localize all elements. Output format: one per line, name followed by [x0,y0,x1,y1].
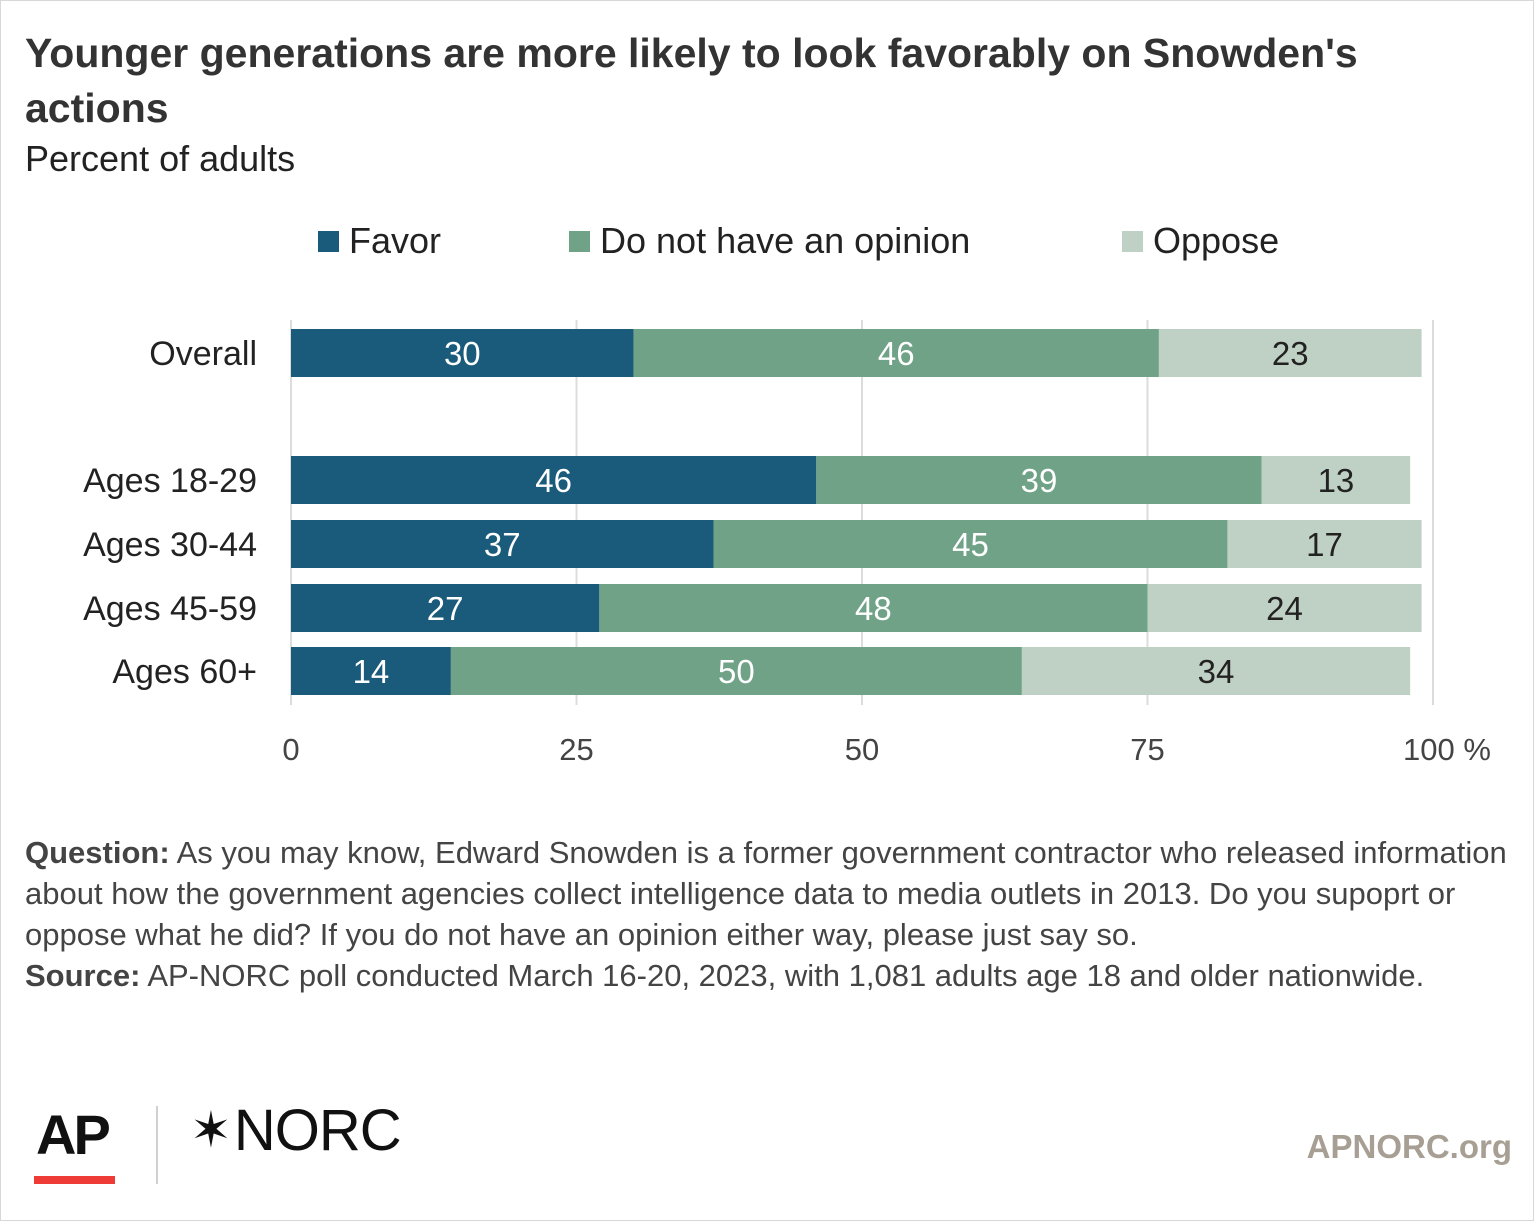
bar-do-not-have-an-opinion-ages-60 [450,647,1022,695]
legend-swatch-no-opinion [569,230,590,252]
chart-legend: Favor Do not have an opinion Oppose [0,218,1536,268]
x-tick-label-100: 100 % [1403,732,1491,767]
bar-oppose-ages-45-59 [1147,584,1422,632]
legend-item-no-opinion: Do not have an opinion [569,218,970,264]
source-text: AP-NORC poll conducted March 16-20, 2023… [140,958,1425,993]
data-label-do-not-have-an-opinion-ages-45-59: 48 [855,590,892,627]
bar-oppose-ages-18-29 [1261,456,1411,504]
x-tick-label-25: 25 [559,732,593,767]
bar-favor-ages-45-59 [291,584,600,632]
ap-logo-underline [34,1176,115,1184]
data-label-favor-overall: 30 [444,335,481,372]
ap-logo: AP [36,1103,111,1166]
bar-favor-ages-60 [291,647,451,695]
legend-label-no-opinion: Do not have an opinion [600,220,971,261]
branding-bar: AP ✶ NORC APNORC.org [0,1090,1536,1200]
site-link[interactable]: APNORC.org [1306,1128,1512,1165]
legend-label-oppose: Oppose [1153,220,1280,261]
legend-item-oppose: Oppose [1122,218,1279,264]
bar-do-not-have-an-opinion-overall [633,329,1159,377]
chart-title: Younger generations are more likely to l… [25,30,1358,131]
logo-divider [156,1106,158,1184]
question-label: Question: [25,835,170,870]
data-label-do-not-have-an-opinion-ages-30-44: 45 [952,526,989,563]
category-label-ages-30-44: Ages 30-44 [83,526,257,564]
data-label-favor-ages-30-44: 37 [484,526,521,563]
data-label-oppose-ages-60: 34 [1198,653,1235,690]
chart-footnote: Question: As you may know, Edward Snowde… [25,832,1515,996]
source-label: Source: [25,958,141,993]
norc-logo: ✶ NORC [190,1097,402,1163]
chart-subtitle: Percent of adults [25,138,296,179]
legend-item-favor: Favor [318,218,441,264]
x-tick-label-75: 75 [1130,732,1164,767]
source-note: Source: AP-NORC poll conducted March 16-… [25,955,1515,996]
x-tick-label-50: 50 [845,732,879,767]
data-label-oppose-ages-45-59: 24 [1266,590,1303,627]
category-label-ages-18-29: Ages 18-29 [83,462,257,500]
data-label-favor-ages-18-29: 46 [535,462,572,499]
data-label-oppose-ages-18-29: 13 [1318,462,1355,499]
legend-swatch-favor [318,230,339,252]
bar-oppose-ages-30-44 [1227,520,1422,568]
data-label-do-not-have-an-opinion-ages-18-29: 39 [1021,462,1058,499]
norc-logo-text: NORC [233,1097,402,1163]
question-text: As you may know, Edward Snowden is a for… [25,835,1507,952]
bar-do-not-have-an-opinion-ages-18-29 [816,456,1262,504]
bar-do-not-have-an-opinion-ages-30-44 [713,520,1228,568]
bar-favor-ages-30-44 [291,520,714,568]
category-label-ages-45-59: Ages 45-59 [83,590,257,628]
stacked-bar-chart: Overall 30 46 23 Ages 18-29 46 39 13 Ages 30-44 3… [83,320,1491,767]
data-label-do-not-have-an-opinion-overall: 46 [878,335,915,372]
norc-star-icon: ✶ [190,1102,232,1158]
data-label-favor-ages-45-59: 27 [427,590,464,627]
data-label-favor-ages-60: 14 [353,653,390,690]
data-label-do-not-have-an-opinion-ages-60: 50 [718,653,755,690]
category-label-overall: Overall [149,335,257,373]
category-label-ages-60: Ages 60+ [112,653,257,691]
legend-swatch-oppose [1122,230,1143,252]
bar-favor-ages-18-29 [291,456,817,504]
legend-label-favor: Favor [349,220,442,261]
bar-oppose-overall [1158,329,1422,377]
bar-favor-overall [291,329,634,377]
question-note: Question: As you may know, Edward Snowde… [25,832,1515,955]
data-label-oppose-ages-30-44: 17 [1306,526,1343,563]
data-label-oppose-overall: 23 [1272,335,1309,372]
bar-oppose-ages-60 [1021,647,1411,695]
bar-do-not-have-an-opinion-ages-45-59 [599,584,1148,632]
x-tick-label-0: 0 [282,732,299,767]
